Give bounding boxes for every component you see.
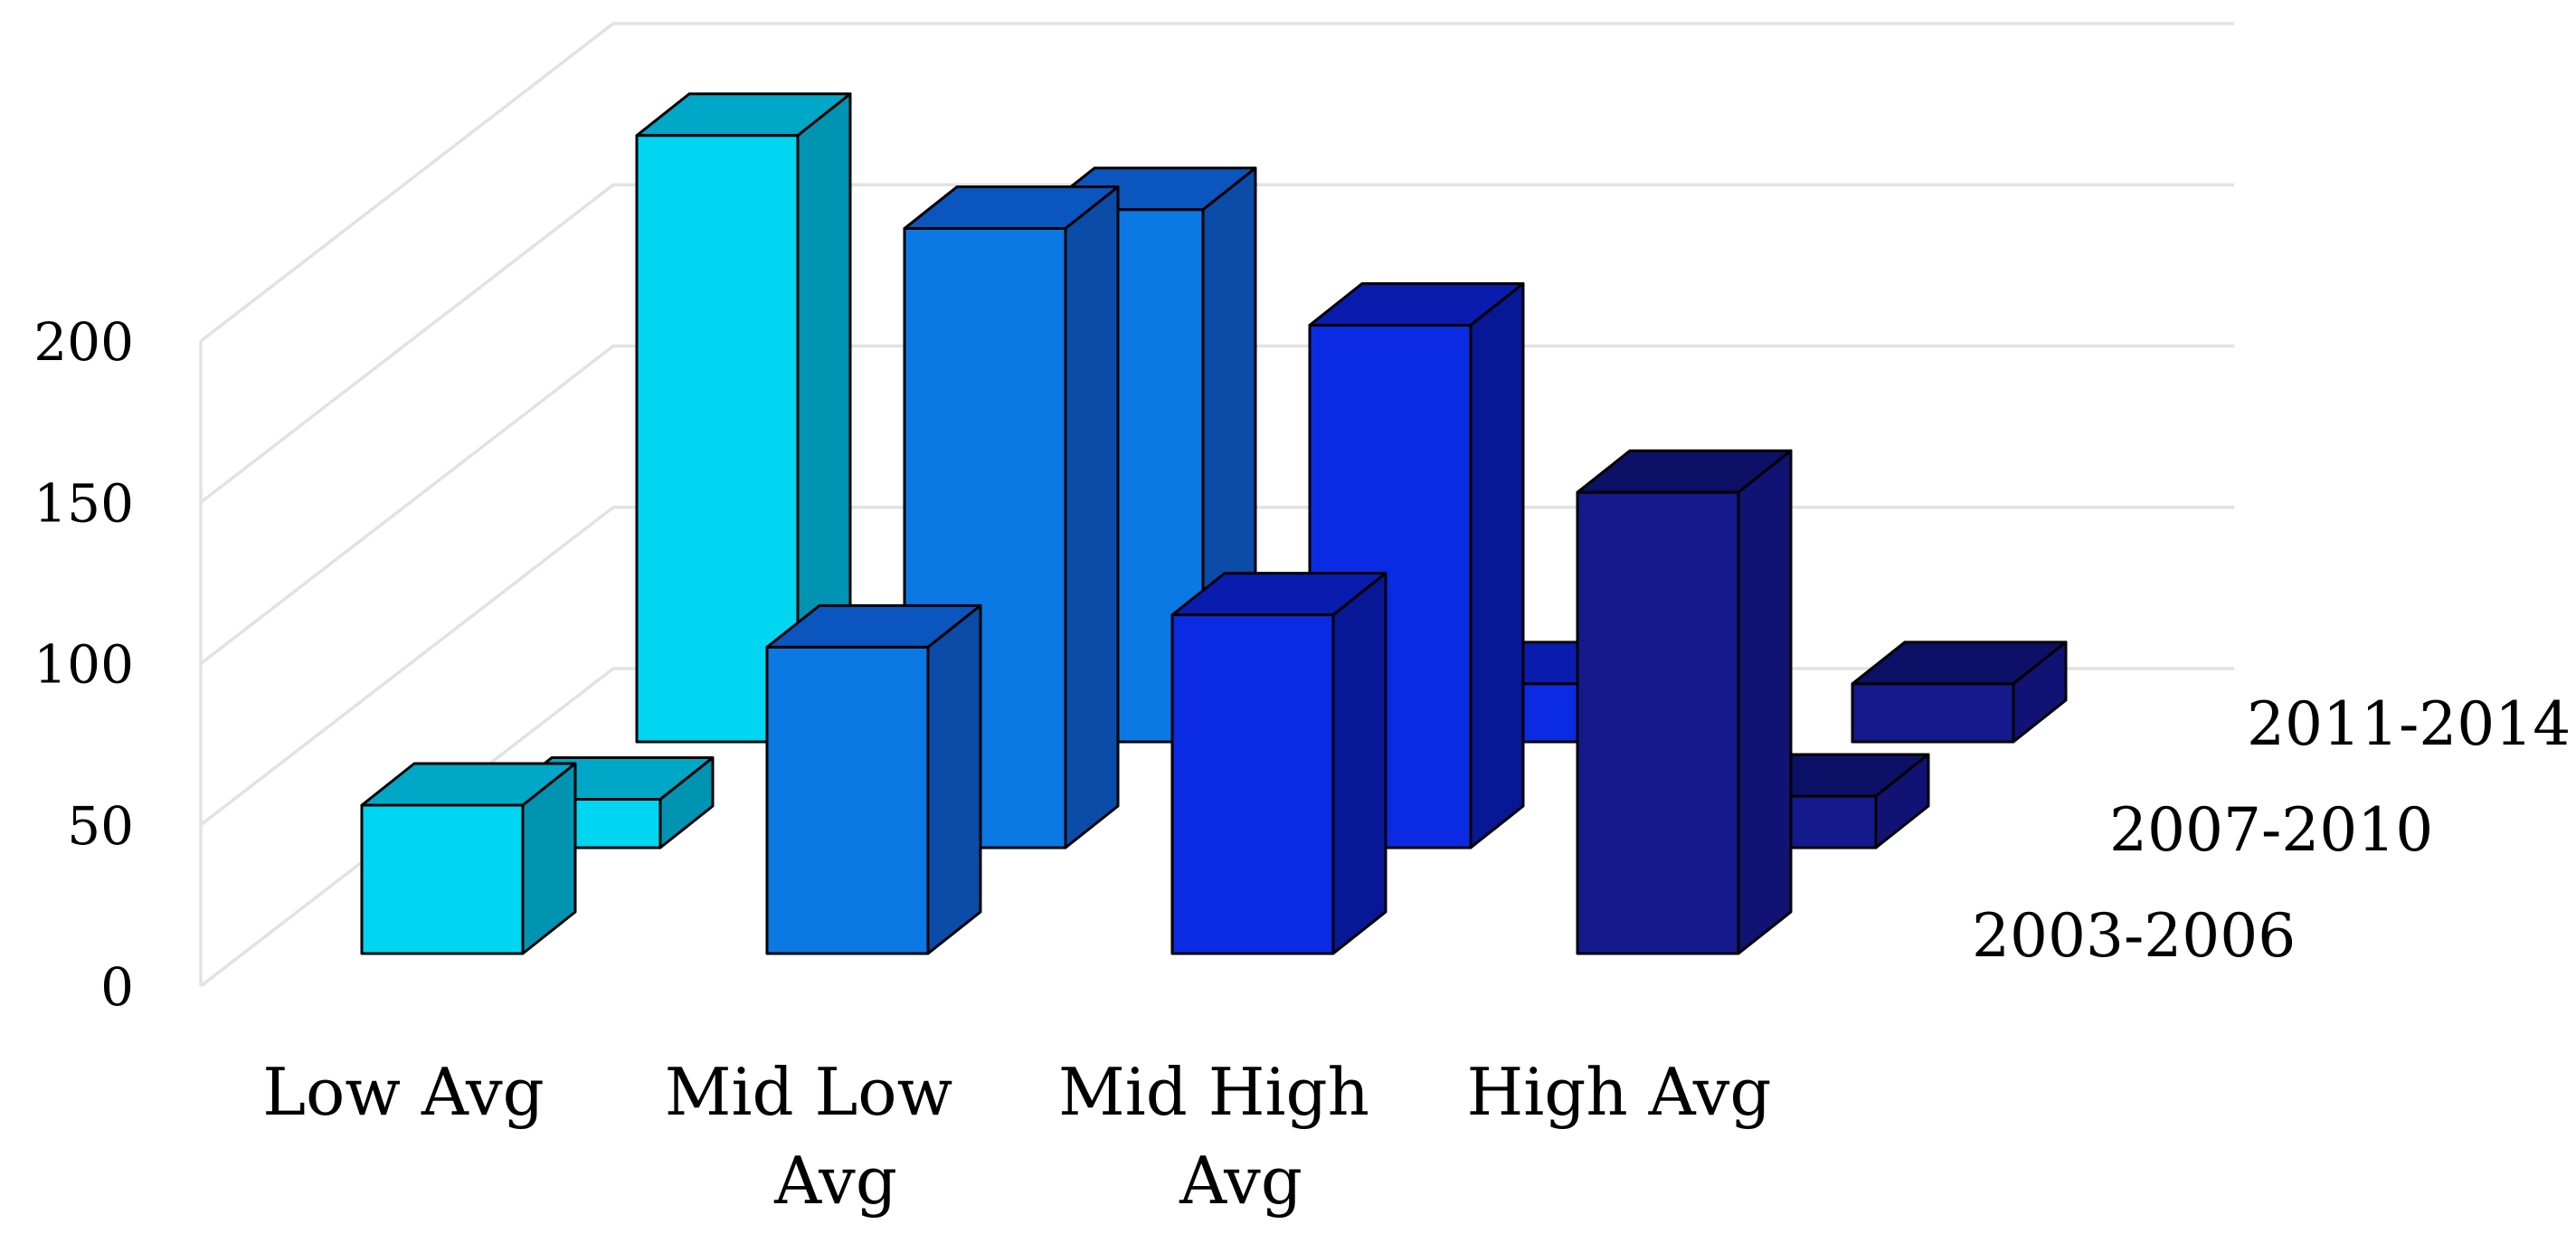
bar-mid-low-avg-2003-2006-front	[765, 645, 930, 955]
x-axis-label-high-avg: High Avg	[1466, 1054, 1771, 1130]
bar-mid-low-avg-2007-2010-side	[1064, 185, 1120, 850]
x-axis-label-mid-low-avg: Mid Low	[665, 1054, 953, 1130]
x-axis-label-mid-low-avg-line2: Avg	[773, 1143, 897, 1219]
x-axis-label-mid-high-avg-line2: Avg	[1179, 1143, 1302, 1219]
x-axis-label-mid-high-avg: Mid High	[1058, 1054, 1369, 1130]
bar-mid-high-avg-2007-2010-side	[1469, 281, 1525, 850]
y-axis-label-100: 100	[33, 634, 134, 696]
gridline-150	[199, 183, 2234, 504]
y-axis-label-50: 50	[67, 795, 134, 857]
gridline-100	[199, 344, 2234, 665]
bar-mid-low-avg-2003-2006-side	[926, 603, 982, 955]
series-label-2011-2014: 2011-2014	[2247, 689, 2571, 759]
gridline-200	[199, 22, 2234, 343]
x-axis-label-low-avg: Low Avg	[262, 1054, 545, 1130]
y-axis-label-0: 0	[100, 956, 134, 1018]
series-label-2003-2006: 2003-2006	[1972, 901, 2296, 971]
bar-high-avg-2003-2006-side	[1737, 449, 1793, 955]
y-axis-label-150: 150	[33, 472, 134, 534]
bar-high-avg-2003-2006-front	[1576, 490, 1740, 955]
series-label-2007-2010: 2007-2010	[2109, 795, 2433, 865]
bar-mid-high-avg-2003-2006-front	[1170, 613, 1335, 955]
bar-low-avg-2003-2006-front	[360, 803, 525, 955]
y-axis-label-200: 200	[33, 311, 134, 373]
bar-high-avg-2011-2014-front	[1851, 682, 2015, 744]
bar-mid-high-avg-2003-2006-side	[1331, 572, 1387, 955]
